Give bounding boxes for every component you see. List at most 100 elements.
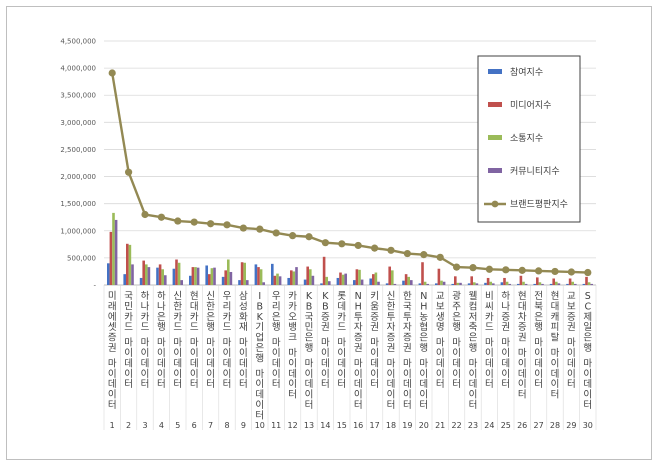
legend-label: 커뮤니티지수 — [510, 166, 560, 177]
bar — [489, 281, 492, 285]
series-point — [321, 239, 329, 247]
bar — [358, 269, 361, 285]
series-point — [157, 213, 165, 221]
bar — [221, 276, 225, 285]
bar — [459, 282, 462, 285]
series-point — [239, 224, 247, 232]
x-index-label: 29 — [566, 421, 576, 430]
bar — [147, 267, 151, 285]
y-tick-label: 4,500,000 — [60, 38, 96, 46]
bar — [533, 283, 536, 285]
x-index-label: 13 — [304, 421, 314, 430]
bar — [278, 276, 282, 285]
bar — [191, 267, 195, 285]
bar — [254, 264, 258, 285]
bar — [336, 277, 340, 285]
bar — [473, 282, 476, 285]
bar — [208, 274, 211, 285]
bar — [456, 282, 460, 285]
bar — [325, 276, 328, 285]
bar — [590, 283, 593, 285]
bar — [142, 260, 145, 285]
y-tick-label: 500,000 — [67, 254, 96, 262]
legend-label: 브랜드평판지수 — [510, 199, 568, 210]
bar — [517, 283, 520, 285]
bar — [437, 268, 441, 285]
bar — [508, 283, 511, 285]
bar — [451, 283, 454, 285]
x-index-label: 30 — [583, 421, 593, 430]
bar — [522, 281, 525, 285]
bar — [161, 269, 164, 285]
series-point — [305, 233, 313, 241]
bar — [229, 271, 233, 285]
legend-label: 소통지수 — [510, 133, 543, 144]
bar — [243, 262, 246, 285]
bar — [131, 264, 134, 285]
bar — [475, 283, 479, 285]
bar — [355, 269, 359, 285]
bar — [385, 283, 389, 285]
bar — [276, 273, 279, 285]
x-index-label: 3 — [142, 421, 147, 430]
series-point — [108, 69, 116, 77]
legend-swatch — [488, 168, 502, 173]
bar — [320, 283, 323, 285]
legend-swatch — [488, 102, 502, 107]
bar — [126, 243, 129, 285]
bar — [287, 277, 290, 285]
series-point — [141, 210, 149, 219]
bar — [344, 273, 347, 285]
bar — [238, 280, 241, 285]
bar — [292, 271, 296, 285]
x-index-label: 25 — [501, 421, 511, 430]
bar — [454, 276, 457, 285]
series-point — [256, 225, 264, 233]
series-point — [535, 267, 543, 275]
x-index-label: 7 — [208, 421, 213, 430]
bar — [500, 282, 504, 285]
series-point — [567, 268, 576, 276]
y-tick-label: 3,000,000 — [60, 119, 96, 127]
bar — [123, 274, 126, 285]
bar — [303, 279, 307, 285]
bar — [418, 283, 422, 285]
bar — [339, 272, 342, 285]
bar — [421, 262, 424, 285]
bar — [112, 212, 115, 285]
series-point — [518, 266, 526, 274]
x-index-label: 6 — [192, 421, 197, 430]
x-index-label: 12 — [288, 421, 298, 430]
bar — [505, 281, 509, 285]
x-index-label: 24 — [484, 421, 494, 430]
y-tick-label: 1,000,000 — [60, 227, 96, 235]
bar — [196, 267, 200, 285]
x-index-label: 16 — [353, 421, 363, 430]
bar — [557, 283, 561, 285]
x-index-label: 14 — [320, 421, 330, 430]
y-tick-label: - — [93, 282, 96, 290]
legend-label: 참여지수 — [510, 66, 543, 78]
bar — [128, 244, 132, 285]
bar — [470, 276, 473, 285]
bar — [311, 275, 315, 285]
series-point — [207, 220, 215, 228]
series-point — [436, 253, 444, 261]
bar — [407, 276, 410, 285]
bar — [306, 266, 309, 285]
